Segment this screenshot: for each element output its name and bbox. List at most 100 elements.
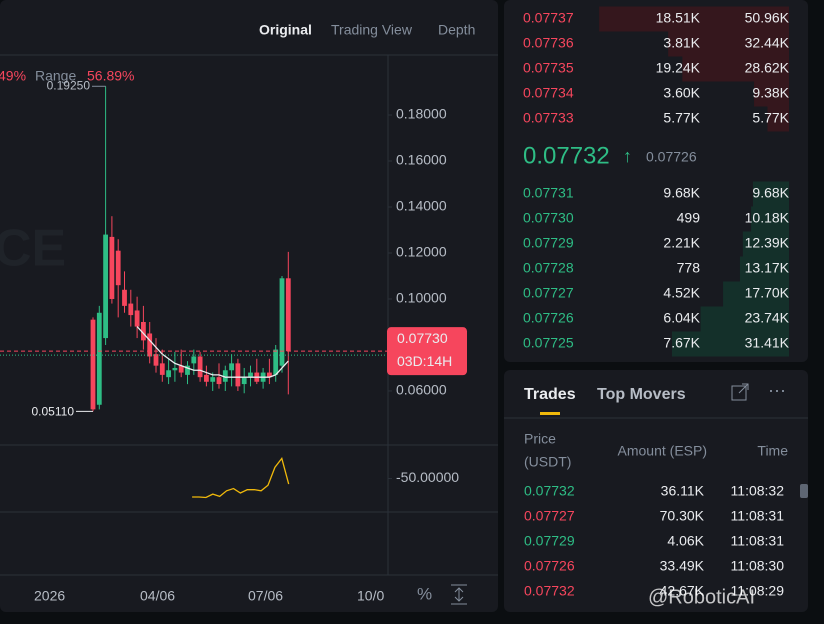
price-label: 0.07730 (397, 330, 448, 346)
total: 31.41K (745, 335, 790, 351)
trade-time: 11:08:29 (731, 583, 785, 599)
candle-body (185, 365, 190, 375)
candle-body (153, 354, 159, 366)
range-change: 49% (0, 68, 26, 84)
more-icon[interactable]: ⋯ (768, 381, 786, 401)
depth-bar (754, 81, 789, 107)
depth-bar (671, 331, 789, 357)
total: 17.70K (745, 285, 790, 301)
candle-body (279, 278, 285, 366)
candle-body (128, 303, 134, 316)
amount: 5.77K (663, 110, 700, 126)
trade-price: 0.07729 (524, 533, 575, 549)
mid-price: 0.07732 (523, 142, 610, 169)
price: 0.07728 (523, 260, 574, 276)
x-axis-label: 07/06 (248, 588, 283, 604)
tool[interactable]: % (417, 584, 432, 603)
trade-amount: 33.49K (660, 558, 705, 574)
depth-bar (700, 306, 789, 332)
price: 0.07726 (523, 310, 574, 326)
trade-time: 11:08:31 (731, 508, 785, 524)
candle-body (172, 367, 178, 371)
price: 0.07736 (523, 35, 574, 51)
tool-icon[interactable] (451, 584, 467, 605)
y-tick-label: 0.14000 (396, 198, 447, 214)
low-label: 0.05110 (32, 405, 75, 419)
candle-body (248, 372, 253, 378)
amount: 778 (677, 260, 701, 276)
ma-line (136, 326, 289, 378)
candle-body (178, 365, 184, 373)
candle-body (115, 250, 121, 286)
chart-panel (0, 0, 498, 612)
header: (USDT) (524, 454, 571, 470)
trade-price: 0.07732 (524, 583, 575, 599)
price: 0.07733 (523, 110, 574, 126)
tab-underline (540, 412, 560, 415)
trade-price: 0.07732 (524, 483, 575, 499)
indicator-line (192, 456, 290, 499)
x-axis-label: 2026 (34, 588, 65, 604)
amount: 7.67K (663, 335, 700, 351)
amount: 9.68K (663, 185, 700, 201)
candle-body (109, 236, 115, 299)
header: Price (524, 431, 556, 447)
tab[interactable]: Trading View (331, 22, 413, 38)
tab[interactable]: Original (259, 22, 312, 38)
amount: 19.24K (656, 60, 701, 76)
candle-body (90, 319, 96, 410)
depth-bar (668, 31, 789, 57)
depth-bar (723, 281, 789, 307)
price: 0.07727 (523, 285, 574, 301)
trade-price: 0.07727 (524, 508, 575, 524)
candle-body (273, 349, 279, 375)
tab[interactable]: Depth (438, 22, 475, 38)
depth-bar (742, 231, 789, 257)
trade-amount: 70.30K (660, 508, 705, 524)
range-value: 56.89% (87, 68, 134, 84)
candle-body (241, 377, 247, 385)
y-tick-label: 0.12000 (396, 244, 447, 260)
amount: 4.52K (663, 285, 700, 301)
trade-time: 11:08:30 (731, 558, 785, 574)
candle-body (204, 374, 209, 382)
price: 0.07731 (523, 185, 574, 201)
y-tick-label: 0.18000 (396, 106, 447, 122)
candle-body (267, 372, 272, 378)
candle-body (122, 289, 127, 306)
trade-amount: 4.06K (667, 533, 704, 549)
candle-body (96, 312, 102, 405)
amount: 499 (677, 210, 701, 226)
candle-body (285, 278, 291, 352)
depth-bar (599, 6, 789, 32)
amount: 18.51K (656, 10, 701, 26)
candle-body (166, 370, 171, 378)
x-axis-label: 04/06 (140, 588, 175, 604)
tab[interactable]: Trades (524, 386, 576, 403)
watermark: @RoboticAI (648, 586, 755, 608)
total: 5.77K (752, 110, 789, 126)
x-axis-label: 10/0 (357, 588, 384, 604)
amount: 3.60K (663, 85, 700, 101)
candle-body (134, 310, 140, 327)
depth-bar (751, 206, 789, 232)
chart-watermark: CE (0, 220, 66, 278)
depth-bar (752, 181, 789, 207)
candle-body (229, 363, 234, 371)
candle-body (103, 234, 108, 339)
expand-icon[interactable] (731, 383, 749, 401)
trade-time: 11:08:32 (731, 483, 785, 499)
trades-panel (504, 370, 808, 612)
candle-body (235, 363, 241, 387)
tab[interactable]: Top Movers (597, 386, 686, 403)
trade-price: 0.07726 (524, 558, 575, 574)
total: 50.96K (745, 10, 790, 26)
scrollbar[interactable] (800, 484, 808, 498)
mid-reference: 0.07726 (646, 149, 697, 165)
trade-time: 11:08:31 (731, 533, 785, 549)
countdown: 03D:14H (397, 353, 452, 369)
total: 12.39K (745, 235, 790, 251)
order-book-panel (504, 0, 808, 362)
candle-body (216, 377, 222, 385)
